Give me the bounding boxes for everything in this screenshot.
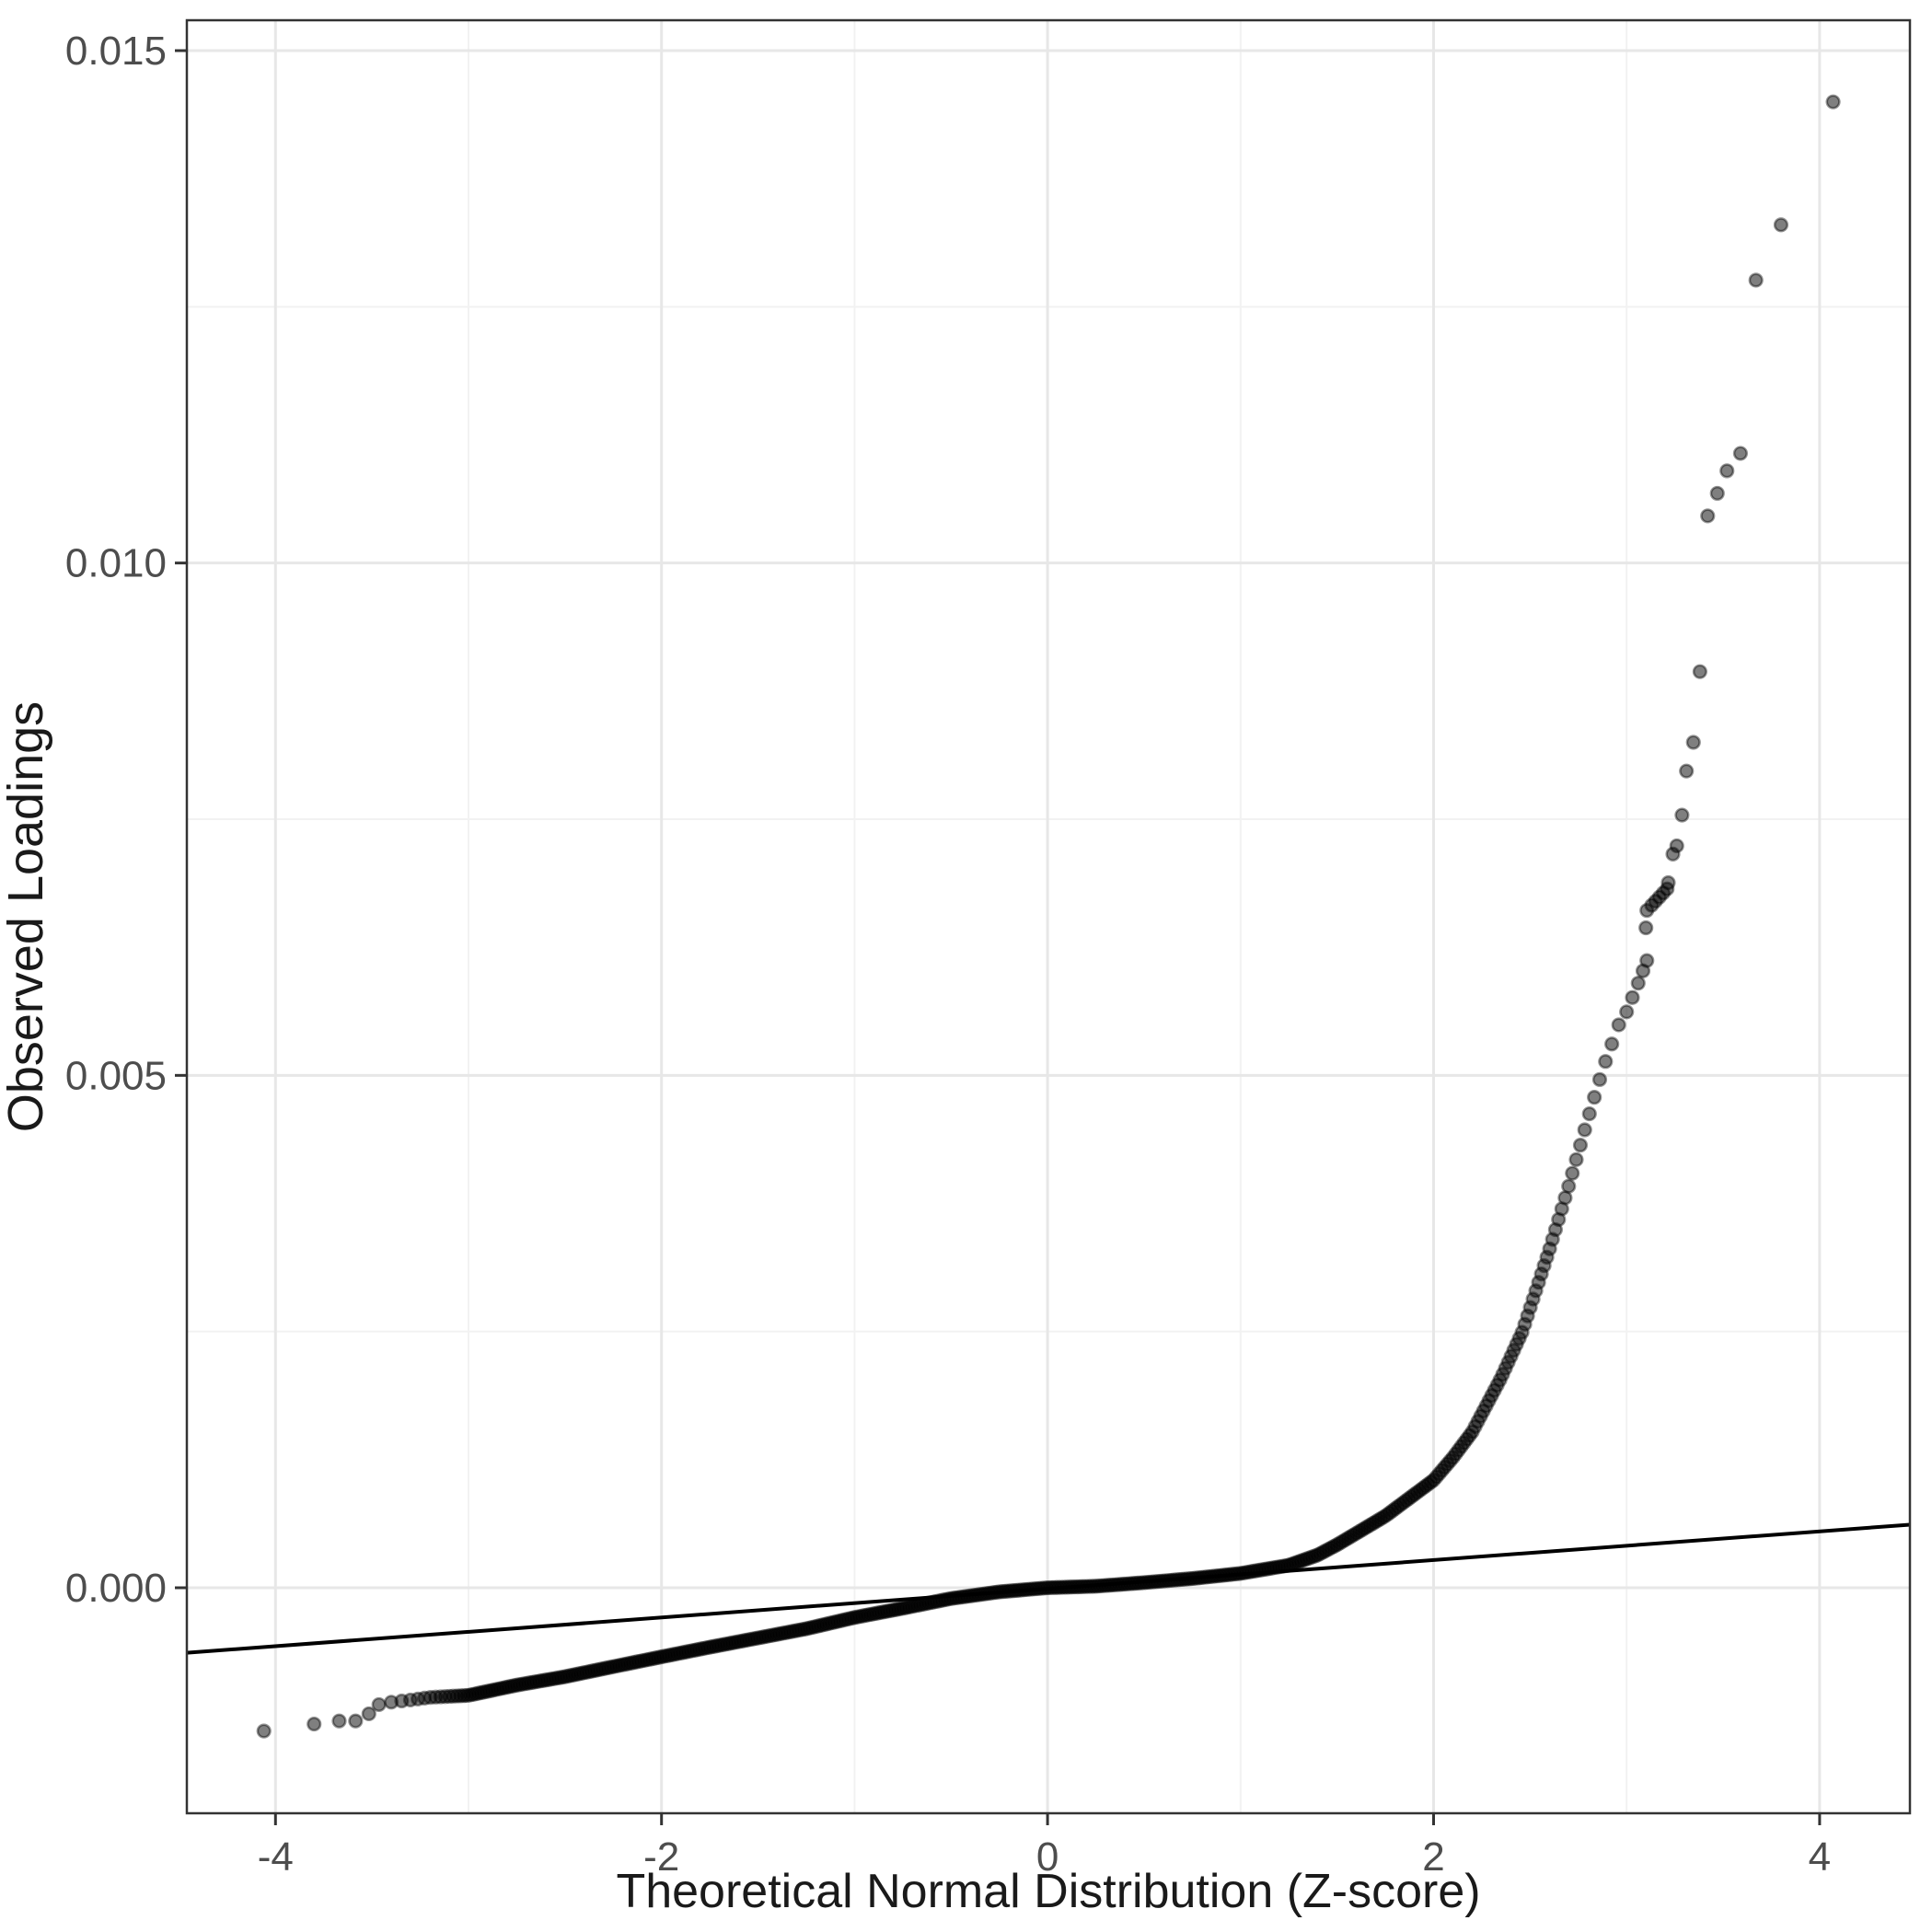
qq-point	[1700, 508, 1716, 524]
qq-point	[307, 1716, 322, 1732]
y-tick-label: 0.000	[65, 1566, 167, 1611]
qq-point	[1679, 763, 1695, 779]
qq-point	[1709, 485, 1725, 502]
x-tick-label: 0	[1036, 1834, 1059, 1880]
qq-point	[1630, 976, 1646, 991]
qq-point	[1577, 1122, 1592, 1138]
qq-point	[1825, 94, 1841, 110]
qq-point	[1625, 989, 1640, 1005]
qq-points-outliers	[256, 94, 1841, 1739]
qq-point	[1674, 807, 1690, 823]
axis-tick-marks	[175, 49, 1822, 1825]
qq-point	[1561, 1178, 1577, 1194]
gridlines-major	[187, 20, 1910, 1813]
qq-point	[1748, 272, 1764, 288]
qq-point	[1660, 874, 1676, 891]
qq-point	[1638, 920, 1654, 936]
qq-point	[1604, 1036, 1620, 1052]
axis-tick-labels: -4 -2 0 2 4 0.000 0.005 0.010 0.015	[65, 29, 1831, 1880]
qq-point	[1565, 1165, 1580, 1181]
qq-points-band	[384, 1017, 1626, 1710]
qq-point	[1591, 1071, 1608, 1087]
qq-point	[1639, 953, 1655, 968]
x-tick-label: 4	[1809, 1834, 1831, 1880]
qq-point	[256, 1723, 272, 1739]
qq-point	[1587, 1090, 1602, 1105]
qq-point	[1692, 664, 1707, 679]
qq-point	[371, 1696, 387, 1713]
qq-point	[1598, 1054, 1614, 1070]
qq-point	[348, 1713, 364, 1729]
qq-point	[1732, 445, 1749, 461]
x-axis-title: Theoretical Normal Distribution (Z-score…	[616, 1865, 1480, 1918]
y-tick-label: 0.005	[65, 1053, 167, 1098]
qq-point	[331, 1713, 347, 1729]
qq-point	[1685, 735, 1701, 750]
y-axis-title: Observed Loadings	[0, 701, 53, 1132]
x-tick-label: 2	[1422, 1834, 1444, 1880]
qq-point	[1581, 1105, 1597, 1122]
y-tick-label: 0.010	[65, 541, 167, 586]
qq-point	[1611, 1017, 1626, 1033]
qq-point	[1619, 1004, 1635, 1020]
y-tick-label: 0.015	[65, 29, 167, 74]
x-tick-label: -2	[643, 1834, 679, 1880]
qq-point	[1719, 463, 1735, 479]
x-tick-label: -4	[258, 1834, 294, 1880]
qq-point	[1572, 1138, 1589, 1153]
qq-point	[1568, 1151, 1584, 1167]
qq-point	[1557, 1190, 1573, 1206]
qq-point	[1669, 838, 1684, 854]
qq-point	[361, 1706, 376, 1722]
qq-point	[1773, 217, 1789, 233]
